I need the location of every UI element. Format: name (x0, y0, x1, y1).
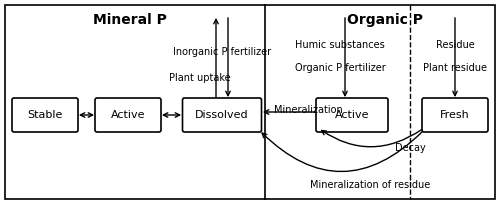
Text: Dissolved: Dissolved (195, 110, 249, 120)
Text: Mineral P: Mineral P (93, 13, 167, 27)
Text: Decay: Decay (394, 143, 426, 153)
Text: Humic substances: Humic substances (295, 40, 385, 50)
Text: Organic P: Organic P (347, 13, 423, 27)
Text: Stable: Stable (28, 110, 62, 120)
Text: Organic P fertilizer: Organic P fertilizer (294, 63, 386, 73)
Text: Mineralization: Mineralization (274, 105, 342, 115)
FancyBboxPatch shape (422, 98, 488, 132)
Text: Plant uptake: Plant uptake (169, 73, 231, 83)
Text: Fresh: Fresh (440, 110, 470, 120)
Text: Inorganic P fertilizer: Inorganic P fertilizer (173, 47, 271, 57)
Text: Active: Active (335, 110, 369, 120)
Text: Mineralization of residue: Mineralization of residue (310, 180, 430, 190)
Text: Plant residue: Plant residue (423, 63, 487, 73)
Text: Active: Active (111, 110, 145, 120)
FancyBboxPatch shape (12, 98, 78, 132)
FancyBboxPatch shape (316, 98, 388, 132)
FancyBboxPatch shape (5, 5, 495, 199)
FancyBboxPatch shape (182, 98, 262, 132)
FancyBboxPatch shape (95, 98, 161, 132)
Text: Residue: Residue (436, 40, 474, 50)
